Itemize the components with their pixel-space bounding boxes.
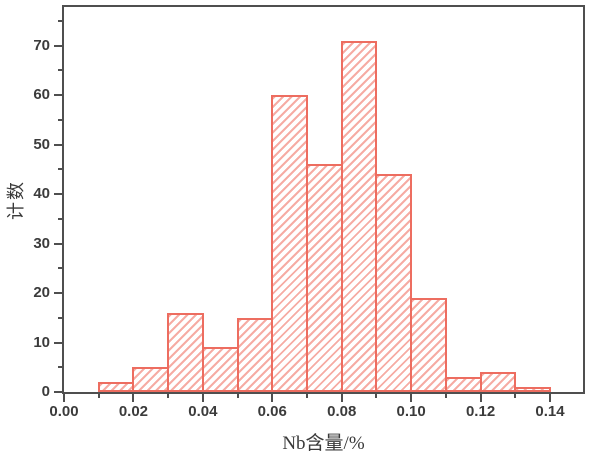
x-tick-label: 0.04 bbox=[188, 403, 218, 420]
y-minor-tick bbox=[58, 168, 62, 171]
y-tick-label: 10 bbox=[33, 333, 50, 351]
y-major-tick bbox=[54, 193, 62, 196]
x-major-tick bbox=[340, 394, 343, 402]
y-tick-label: 0 bbox=[41, 383, 50, 400]
histogram-bar bbox=[306, 164, 343, 392]
y-minor-tick bbox=[58, 267, 62, 270]
x-tick-label: 0.00 bbox=[49, 403, 79, 420]
y-tick-label: 70 bbox=[33, 36, 50, 54]
x-tick-label: 0.14 bbox=[535, 403, 565, 420]
x-tick-label: 0.02 bbox=[118, 403, 149, 420]
x-minor-tick bbox=[306, 394, 308, 398]
x-tick-label: 0.10 bbox=[396, 403, 426, 420]
x-tick-label: 0.08 bbox=[327, 403, 357, 420]
histogram-bar bbox=[271, 95, 308, 392]
histogram-bar bbox=[340, 40, 378, 392]
x-tick-label: 0.12 bbox=[465, 403, 496, 420]
x-major-tick bbox=[479, 394, 482, 402]
y-tick-label: 20 bbox=[33, 284, 50, 302]
x-minor-tick bbox=[97, 394, 100, 398]
histogram-bar bbox=[410, 297, 447, 392]
histogram-bar bbox=[132, 367, 170, 392]
histogram-bar bbox=[514, 387, 551, 392]
y-major-tick bbox=[54, 341, 62, 344]
y-major-tick bbox=[54, 242, 62, 245]
histogram-bar bbox=[479, 372, 517, 392]
x-major-tick bbox=[410, 394, 413, 402]
x-major-tick bbox=[201, 394, 204, 402]
x-minor-tick bbox=[514, 394, 517, 398]
x-major-tick bbox=[63, 394, 65, 402]
y-minor-tick bbox=[58, 217, 62, 220]
y-tick-label: 50 bbox=[33, 135, 50, 153]
histogram-bar bbox=[201, 347, 239, 392]
y-tick-label: 30 bbox=[33, 234, 50, 252]
y-major-tick bbox=[54, 44, 62, 47]
histogram-bar bbox=[375, 174, 413, 392]
x-minor-tick bbox=[444, 394, 447, 398]
y-major-tick bbox=[54, 391, 62, 393]
y-minor-tick bbox=[58, 69, 62, 72]
x-minor-tick bbox=[236, 394, 239, 398]
y-minor-tick bbox=[58, 316, 62, 319]
plot-area bbox=[62, 5, 585, 394]
y-minor-tick bbox=[58, 366, 62, 369]
histogram-bar bbox=[167, 312, 204, 392]
x-major-tick bbox=[132, 394, 135, 402]
x-minor-tick bbox=[375, 394, 378, 398]
y-minor-tick bbox=[58, 19, 62, 22]
y-tick-label: 40 bbox=[33, 185, 50, 203]
y-major-tick bbox=[54, 292, 62, 295]
x-major-tick bbox=[549, 394, 552, 402]
y-tick-label: 60 bbox=[33, 86, 50, 104]
histogram-bar bbox=[236, 317, 274, 392]
histogram-bar bbox=[97, 382, 135, 392]
y-major-tick bbox=[54, 143, 62, 146]
x-minor-tick bbox=[167, 394, 170, 398]
x-major-tick bbox=[271, 394, 274, 402]
x-tick-label: 0.06 bbox=[257, 403, 287, 420]
histogram-bar bbox=[444, 377, 482, 392]
y-major-tick bbox=[54, 94, 62, 97]
y-minor-tick bbox=[58, 118, 62, 121]
x-axis-title: Nb含量/% bbox=[282, 433, 365, 454]
